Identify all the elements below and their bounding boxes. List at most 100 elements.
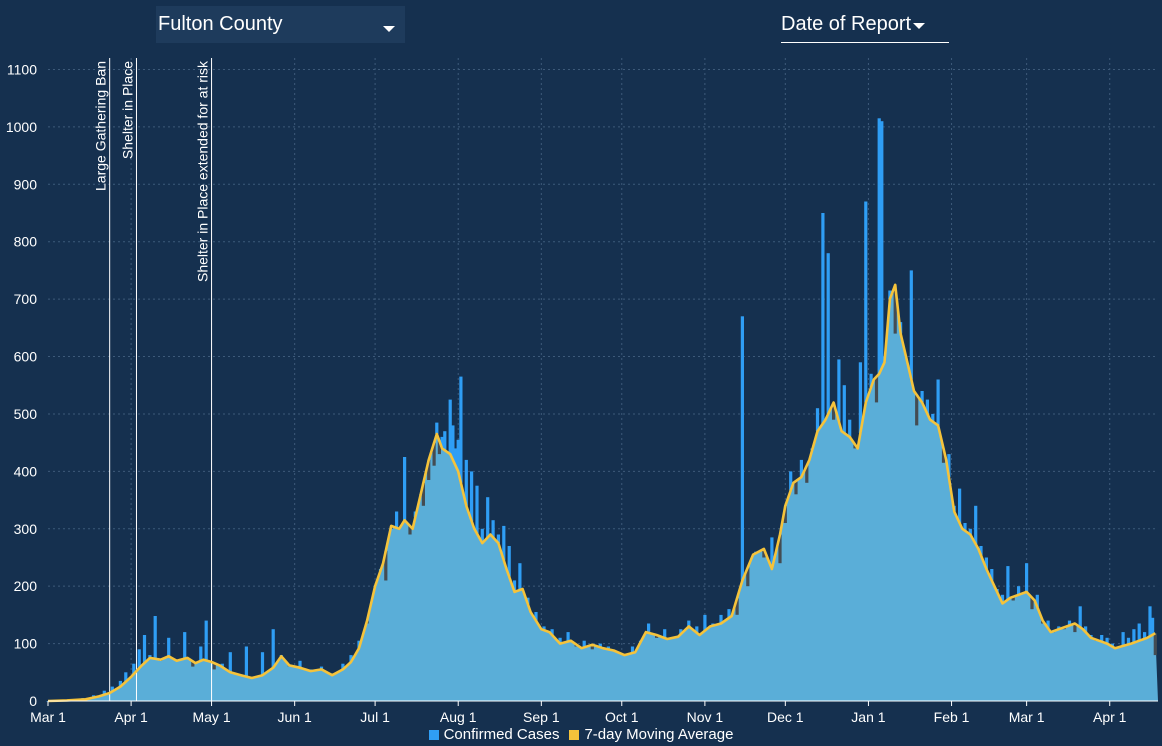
case-bar [395,511,399,528]
case-bar [778,534,782,564]
y-tick-label: 300 [14,521,38,537]
case-bar [550,629,554,635]
y-tick-label: 100 [14,636,38,652]
case-bar [118,680,122,687]
case-bar [491,520,495,538]
x-tick-label: Aug 1 [440,709,477,725]
case-bar [888,290,892,300]
y-tick-label: 400 [14,463,38,479]
case-bar [486,497,490,538]
case-bar [512,580,517,592]
case-bar [464,459,468,506]
case-bar [727,609,731,618]
case-bar [167,637,171,657]
y-tick-label: 200 [14,578,38,594]
case-bar [936,379,940,426]
case-bar [703,614,707,631]
date-type-select[interactable]: Date of Report [781,6,949,43]
case-bar [191,661,195,667]
date-type-select-label: Date of Report [781,12,912,35]
case-bar [199,646,203,661]
case-bar [1046,620,1050,629]
case-bar [1011,596,1015,601]
case-bar [480,528,484,544]
average-series [47,283,1156,703]
x-tick-label: Sep 1 [523,709,560,725]
x-tick-label: Mar 1 [1009,709,1045,725]
case-bar [260,652,265,676]
case-bar [947,454,951,478]
x-tick-label: May 1 [192,709,230,725]
case-bar [789,471,793,491]
legend-item-cases[interactable]: Confirmed Cases [428,726,559,743]
case-bar [826,253,830,414]
case-bar [142,635,147,663]
case-bar [1017,586,1021,595]
case-bar [990,569,994,581]
case-bar [877,118,881,374]
case-bar [432,442,436,466]
annotation-label: Shelter in Place extended for at risk [195,60,211,282]
y-tick-label: 1100 [7,61,37,77]
grid-lines [48,58,1158,701]
case-bar [805,465,809,483]
case-bar [837,359,841,422]
legend-item-average[interactable]: 7-day Moving Average [569,726,733,743]
case-bar [496,534,500,544]
case-bar [1073,623,1077,633]
case-bar [298,660,302,668]
case-bar [1084,626,1088,633]
case-bar [558,637,562,644]
case-bar [679,629,683,635]
x-tick-label: Apr 1 [114,709,148,725]
case-bar [518,563,522,590]
cases-area [48,284,1158,701]
annotation-label: Large Gathering Ban [93,61,109,191]
case-bar [451,425,455,460]
y-tick-label: 700 [14,291,38,307]
case-bar [799,459,803,478]
case-bar [931,413,935,422]
x-tick-label: Jul 1 [360,709,390,725]
case-bar [958,488,962,523]
case-bar [1143,632,1147,639]
case-bar [893,284,897,334]
case-bar [1067,620,1072,626]
moving-average-line [47,283,1156,703]
case-bar [920,391,924,403]
case-bar [124,672,128,682]
case-bar [874,376,879,403]
case-bar [1151,617,1155,635]
case-bar [1030,597,1034,610]
case-bar [1078,606,1082,628]
annotations: Large Gathering Ban Shelter in Place Shelt… [93,58,213,701]
case-bar [137,649,141,669]
annotation-label: Shelter in Place [120,61,136,159]
case-bar [1132,629,1136,643]
case-bar [984,557,988,569]
case-bar [735,598,739,615]
y-tick-label: 600 [14,349,38,365]
case-bar [132,663,136,674]
case-bar [408,525,412,535]
case-bar [1121,632,1125,646]
case-bar [647,623,651,633]
case-bar [794,480,798,495]
case-bar [204,620,208,661]
case-bar [925,399,929,414]
case-bar [228,652,232,673]
case-bar [470,471,474,522]
case-bar [762,548,766,558]
chevron-down-icon [383,26,395,32]
y-tick-label: 1000 [6,119,37,135]
case-bar [832,402,836,420]
case-bar [655,635,659,638]
case-bar [1100,635,1104,642]
case-bar [941,448,946,463]
case-bar [842,385,846,433]
case-bar [475,485,479,534]
county-select[interactable]: Fulton County [156,6,405,43]
case-bar [598,643,602,648]
case-bar [271,629,275,668]
legend-label-average: 7-day Moving Average [584,726,734,743]
